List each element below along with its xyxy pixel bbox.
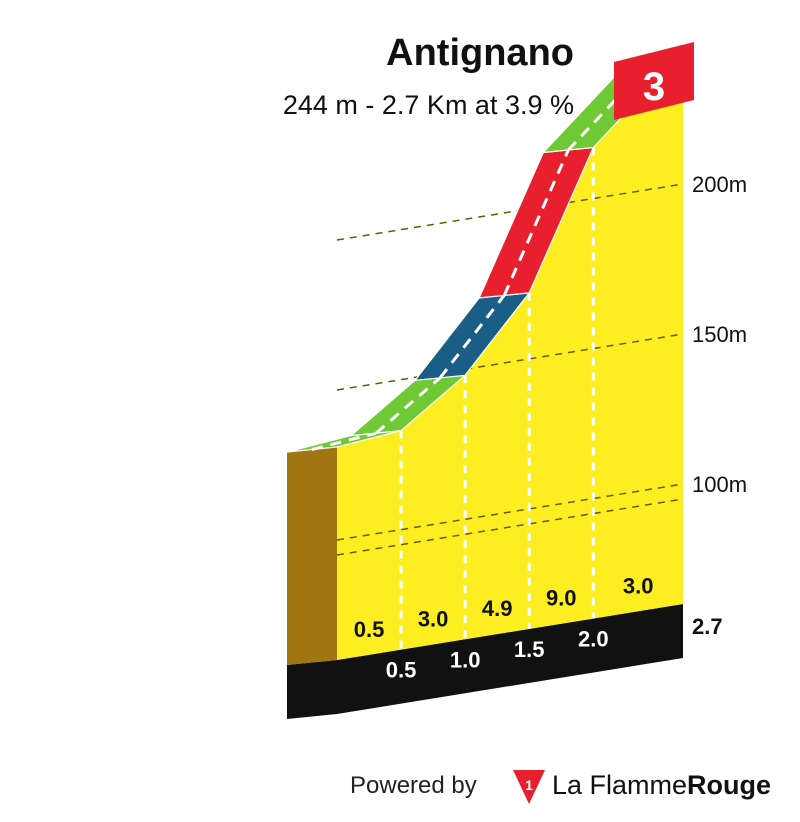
road-centre-dash (375, 376, 442, 435)
summit-flag: 3 (614, 42, 694, 120)
flamme-rouge-logo-icon: 1 (513, 770, 545, 804)
base-band (287, 604, 683, 719)
grid-line (336, 483, 684, 541)
profile-base (287, 604, 683, 719)
powered-by-label: Powered by (350, 772, 477, 799)
distance-markers (399, 147, 595, 650)
climb-summary: 244 m - 2.7 Km at 3.9 % (282, 90, 574, 120)
distance-label: 1.0 (450, 647, 481, 672)
gradient-label: 0.5 (354, 617, 385, 642)
grid-line (336, 183, 684, 241)
brand-light: La Flamme (552, 770, 688, 800)
road-centre-dash (502, 149, 570, 296)
brand-bold: Rouge (687, 770, 772, 800)
climb-title: Antignano (386, 32, 574, 74)
logo-mark-text: 1 (525, 777, 533, 793)
distance-label: 0.5 (386, 658, 417, 683)
category-flag-label: 3 (643, 65, 665, 109)
y-tick-label: 100m (692, 472, 747, 497)
road-centre-dash (438, 294, 506, 379)
gradient-label: 4.9 (482, 596, 513, 621)
grid-line (336, 333, 684, 391)
brand-name: La FlammeRouge (552, 770, 771, 801)
gradient-label: 3.0 (623, 573, 654, 598)
chart-labels: 100m 150m 200m 0.5 3.0 4.9 9.0 3.0 0.5 1.0 1.5 2.0 2… (354, 172, 747, 683)
distance-label: 2.7 (692, 614, 723, 639)
road-centre-dash (567, 53, 660, 152)
grid-lines (336, 183, 684, 556)
distance-label: 1.5 (514, 637, 545, 662)
gradient-label: 9.0 (546, 586, 577, 611)
distance-label: 2.0 (578, 627, 609, 652)
gradient-label: 3.0 (418, 606, 449, 631)
category-flag (614, 42, 694, 120)
left-side-face (287, 447, 337, 665)
y-tick-label: 150m (692, 322, 747, 347)
profile-fill (287, 52, 683, 665)
road-segments (286, 51, 685, 453)
grid-line (336, 498, 684, 556)
front-face (337, 52, 683, 660)
y-tick-label: 200m (692, 172, 747, 197)
